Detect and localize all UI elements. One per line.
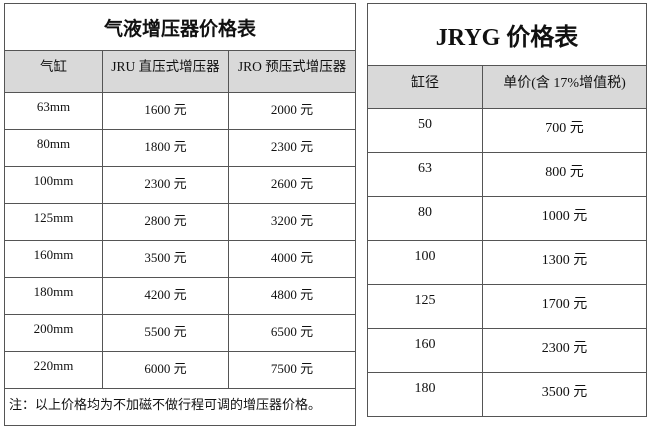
table-row: 180 3500 元 <box>367 372 647 417</box>
table-cell: 3500 元 <box>102 240 229 278</box>
table-cell: 63mm <box>4 92 103 130</box>
table-cell: 160mm <box>4 240 103 278</box>
table-cell: 180mm <box>4 277 103 315</box>
table-cell: 125mm <box>4 203 103 241</box>
table-cell: 2600 元 <box>227 166 357 204</box>
table-cell: 7500 元 <box>227 351 357 389</box>
table-cell: 700 元 <box>482 108 647 153</box>
table-cell: 6500 元 <box>227 314 357 352</box>
column-header: 缸径 <box>367 65 483 109</box>
table-title: JRYG 价格表 <box>367 3 647 66</box>
table-cell: 3200 元 <box>227 203 357 241</box>
table-title: 气液增压器价格表 <box>3 3 357 51</box>
table-row: 100 1300 元 <box>367 240 647 285</box>
table-cell: 4000 元 <box>227 240 357 278</box>
table-cell: 1600 元 <box>102 92 229 130</box>
table-row: 50 700 元 <box>367 108 647 153</box>
column-header: 单价(含 17%增值税) <box>482 65 647 109</box>
table-cell: 80mm <box>4 129 103 167</box>
table-cell: 2300 元 <box>482 328 647 373</box>
table-cell: 50 <box>367 108 483 153</box>
table-cell: 5500 元 <box>102 314 229 352</box>
table-row: 63mm 1600 元 2000 元 <box>4 92 357 130</box>
table-cell: 2300 元 <box>102 166 229 204</box>
column-header: JRU 直压式增压器 <box>102 50 229 93</box>
table-cell: 4800 元 <box>227 277 357 315</box>
table-cell: 180 <box>367 372 483 417</box>
table-cell: 4200 元 <box>102 277 229 315</box>
table-note: 注：以上价格均为不加磁不做行程可调的增压器价格。 <box>3 388 357 426</box>
table-cell: 63 <box>367 152 483 197</box>
table-row: 220mm 6000 元 7500 元 <box>4 351 357 389</box>
table-row: 180mm 4200 元 4800 元 <box>4 277 357 315</box>
pneumatic-booster-price-table: 气液增压器价格表 气缸 JRU 直压式增压器 JRO 预压式增压器 63mm 16… <box>3 3 357 426</box>
table-row: 100mm 2300 元 2600 元 <box>4 166 357 204</box>
table-cell: 100mm <box>4 166 103 204</box>
table-row: 125 1700 元 <box>367 284 647 329</box>
table-row: 125mm 2800 元 3200 元 <box>4 203 357 241</box>
table-cell: 800 元 <box>482 152 647 197</box>
table-cell: 1800 元 <box>102 129 229 167</box>
table-cell: 160 <box>367 328 483 373</box>
table-row: 200mm 5500 元 6500 元 <box>4 314 357 352</box>
table-cell: 1700 元 <box>482 284 647 329</box>
table-cell: 125 <box>367 284 483 329</box>
table-cell: 1000 元 <box>482 196 647 241</box>
column-header: JRO 预压式增压器 <box>227 50 357 93</box>
table-cell: 3500 元 <box>482 372 647 417</box>
table-row: 63 800 元 <box>367 152 647 197</box>
table-cell: 2300 元 <box>227 129 357 167</box>
column-header: 气缸 <box>4 50 103 93</box>
table-row: 160 2300 元 <box>367 328 647 373</box>
table-row: 80mm 1800 元 2300 元 <box>4 129 357 167</box>
table-cell: 2000 元 <box>227 92 357 130</box>
table-cell: 80 <box>367 196 483 241</box>
table-cell: 100 <box>367 240 483 285</box>
table-cell: 1300 元 <box>482 240 647 285</box>
table-row: 80 1000 元 <box>367 196 647 241</box>
table-cell: 220mm <box>4 351 103 389</box>
table-cell: 6000 元 <box>102 351 229 389</box>
table-cell: 200mm <box>4 314 103 352</box>
table-row: 160mm 3500 元 4000 元 <box>4 240 357 278</box>
table-cell: 2800 元 <box>102 203 229 241</box>
